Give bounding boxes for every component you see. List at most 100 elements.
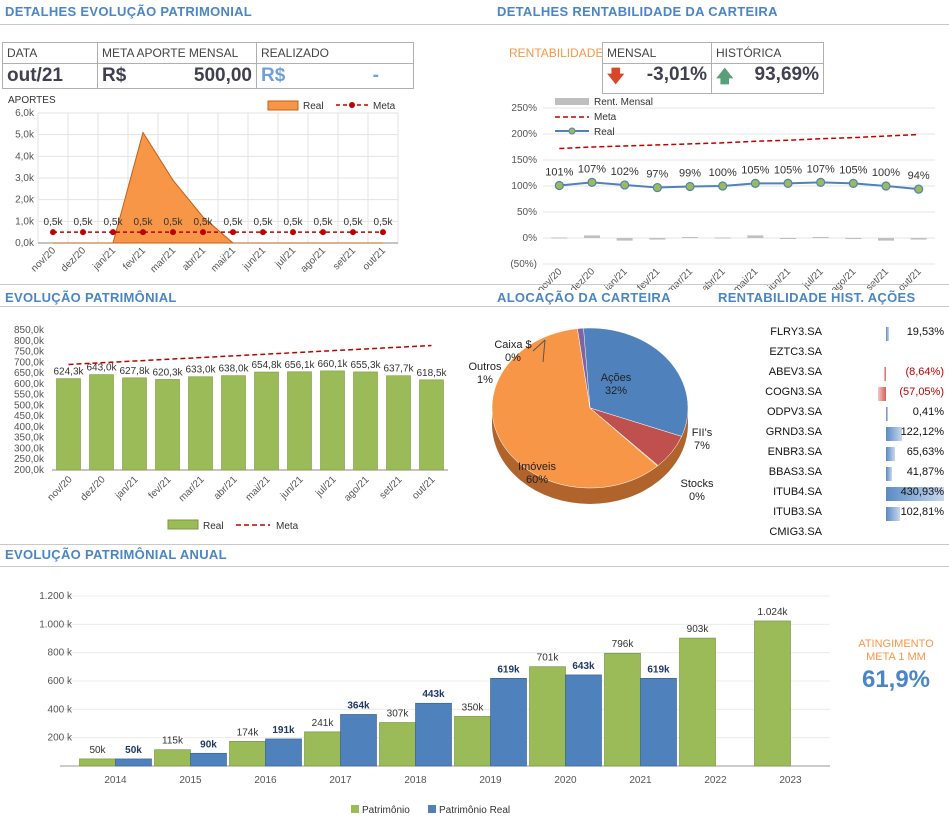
real-bar bbox=[56, 378, 81, 471]
real-bar bbox=[287, 371, 312, 471]
patrimonio-data-label: 241k bbox=[312, 718, 335, 729]
rent-mensal-bar bbox=[878, 238, 894, 241]
arrow-up-icon: 🡅 bbox=[716, 67, 734, 86]
x-tick-label: mai/21 bbox=[244, 474, 273, 503]
x-tick-label: dez/20 bbox=[568, 266, 597, 290]
real-data-label: 105% bbox=[774, 164, 802, 176]
legend-real-label: Real bbox=[203, 521, 224, 532]
acao-ticker: BBAS3.SA bbox=[768, 466, 822, 478]
patrimonio-real-bar bbox=[265, 738, 302, 767]
y-tick-label: 250% bbox=[511, 103, 537, 114]
acao-databar bbox=[886, 507, 900, 521]
real-bar bbox=[122, 377, 147, 471]
evolucao-chart: 200,0k250,0k300,0k350,0k400,0k450,0k500,… bbox=[14, 325, 448, 532]
meta-point bbox=[80, 229, 86, 236]
alocacao-title: ALOCAÇÃO DA CARTEIRA bbox=[497, 290, 671, 305]
y-tick-label: 650,0k bbox=[14, 368, 45, 379]
rent-mensal-bar bbox=[584, 235, 600, 238]
x-tick-label: fev/21 bbox=[147, 474, 174, 501]
y-tick-label: 400,0k bbox=[14, 422, 45, 433]
x-tick-label: 2021 bbox=[629, 775, 652, 786]
y-tick-label: 1,0k bbox=[15, 216, 35, 227]
x-tick-label: 2020 bbox=[554, 775, 577, 786]
evolucao-title: EVOLUÇÃO PATRIMÔNIAL bbox=[5, 290, 177, 305]
meta-data-label: 0,5k bbox=[134, 217, 154, 228]
x-tick-label: jan/21 bbox=[113, 474, 141, 502]
aportes-title: APORTES bbox=[8, 95, 56, 106]
legend-real-label: Real bbox=[303, 101, 324, 112]
acao-databar bbox=[884, 367, 886, 381]
bar-data-label: 627,8k bbox=[119, 366, 150, 377]
caixa-leader bbox=[542, 339, 546, 363]
real-area-series bbox=[53, 131, 383, 244]
acao-ticker: ITUB3.SA bbox=[773, 506, 822, 518]
real-point bbox=[718, 181, 728, 191]
bar-data-label: 624,3k bbox=[53, 367, 84, 378]
acao-databar bbox=[886, 447, 895, 461]
rent-mensal-bar bbox=[682, 236, 698, 238]
legend-real-swatch bbox=[428, 805, 436, 813]
patrimonio-data-label: 903k bbox=[687, 624, 710, 635]
bar-data-label: 618,5k bbox=[416, 368, 447, 379]
acao-ticker: ABEV3.SA bbox=[768, 366, 822, 378]
real-point bbox=[587, 177, 597, 187]
patrimonio-data-label: 115k bbox=[162, 736, 184, 747]
x-tick-label: mar/21 bbox=[665, 266, 695, 290]
bar-data-label: 638,0k bbox=[218, 364, 249, 375]
x-tick-label: ago/21 bbox=[342, 474, 372, 504]
patrimonio-bar bbox=[79, 758, 116, 767]
y-tick-label: 750,0k bbox=[14, 347, 45, 358]
meta-point bbox=[200, 229, 206, 236]
anual-title: EVOLUÇÃO PATRIMÔNIAL ANUAL bbox=[5, 547, 227, 562]
patrimonio-bar bbox=[379, 722, 416, 767]
acao-rentab-value: 41,87% bbox=[906, 466, 944, 478]
outros-pct: 1% bbox=[477, 374, 493, 386]
y-tick-label: 200% bbox=[511, 129, 537, 140]
x-tick-label: fev/21 bbox=[635, 266, 662, 290]
acao-ticker: ITUB4.SA bbox=[773, 486, 822, 498]
legend-meta-label: Meta bbox=[594, 112, 617, 123]
kpi-meta-currency: R$ bbox=[102, 65, 127, 86]
real-data-label: 101% bbox=[545, 166, 573, 178]
meta-data-label: 0,5k bbox=[284, 217, 304, 228]
patrimonio-real-bar bbox=[115, 758, 152, 767]
real-point bbox=[848, 178, 858, 189]
rent-mensal-bar bbox=[780, 238, 796, 239]
x-tick-label: jun/21 bbox=[240, 245, 268, 273]
real-bar bbox=[419, 379, 444, 471]
rent-mensal-bar bbox=[812, 236, 829, 238]
meta-data-label: 0,5k bbox=[374, 217, 394, 228]
patrimonio-data-label: 50k bbox=[89, 745, 106, 756]
x-tick-label: 2023 bbox=[779, 775, 802, 786]
kpi-hist-value: 93,69% bbox=[754, 64, 819, 85]
y-tick-label: 250,0k bbox=[14, 454, 45, 465]
x-tick-label: dez/20 bbox=[59, 245, 88, 274]
legend-real-marker bbox=[568, 127, 576, 135]
x-tick-label: ago/21 bbox=[829, 266, 859, 290]
x-tick-label: 2015 bbox=[179, 775, 202, 786]
meta-point bbox=[140, 229, 146, 236]
y-tick-label: 6,0k bbox=[15, 108, 35, 119]
rent-mensal-bar bbox=[551, 237, 568, 239]
patrimonio-bar bbox=[754, 620, 791, 767]
bar-data-label: 660,1k bbox=[317, 359, 348, 370]
x-tick-label: set/21 bbox=[331, 245, 358, 272]
rentab-acoes-title: RENTABILIDADE HIST. AÇÕES bbox=[718, 290, 916, 305]
pie-side bbox=[492, 408, 688, 504]
kpi-mensal-header: MENSAL bbox=[602, 42, 712, 64]
pie-slice-outros bbox=[577, 327, 591, 409]
divider bbox=[0, 306, 949, 307]
patrimonio-real-bar bbox=[490, 678, 527, 767]
acao-databar bbox=[886, 427, 903, 441]
real-bar bbox=[221, 375, 246, 471]
meta-line-series bbox=[68, 344, 432, 366]
atingimento-label: ATINGIMENTO bbox=[858, 638, 934, 650]
acao-rentab-value: 430,93% bbox=[900, 486, 944, 498]
real-point bbox=[816, 177, 826, 187]
rentab-carteira-title: DETALHES RENTABILIDADE DA CARTEIRA bbox=[497, 4, 778, 19]
kpi-data-header: DATA bbox=[2, 42, 98, 64]
x-tick-label: 2022 bbox=[704, 775, 727, 786]
y-tick-label: 800,0k bbox=[14, 336, 45, 347]
fii-pct: 7% bbox=[694, 440, 710, 452]
